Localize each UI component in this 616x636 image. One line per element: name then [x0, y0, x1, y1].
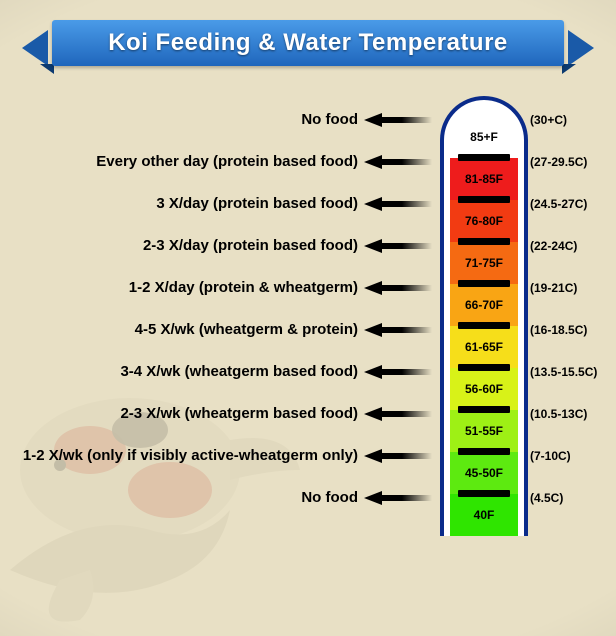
- celsius-label: (13.5-15.5C): [530, 365, 612, 379]
- band-temp-f: 61-65F: [465, 340, 503, 354]
- thermometer-band: 71-75F: [450, 242, 518, 284]
- arrow-left-icon: [364, 155, 432, 169]
- feeding-label: 2-3 X/wk (wheatgerm based food): [0, 406, 358, 423]
- band-temp-f: 85+F: [470, 130, 498, 144]
- celsius-label: (10.5-13C): [530, 407, 612, 421]
- feeding-label: 3 X/day (protein based food): [0, 196, 358, 213]
- celsius-label: (4.5C): [530, 491, 612, 505]
- thermometer-tube: 85+F 81-85F 76-80F 71-75F 66-70F 61-65F 56-60F…: [440, 96, 528, 536]
- arrow-left-icon: [364, 239, 432, 253]
- page-title: Koi Feeding & Water Temperature: [108, 29, 508, 56]
- thermometer-band: 51-55F: [450, 410, 518, 452]
- infographic-page: Koi Feeding & Water Temperature 85+F 81-8…: [0, 0, 616, 636]
- celsius-label: (24.5-27C): [530, 197, 612, 211]
- banner-body: Koi Feeding & Water Temperature: [52, 20, 564, 66]
- band-temp-f: 71-75F: [465, 256, 503, 270]
- thermometer-fill: 85+F 81-85F 76-80F 71-75F 66-70F 61-65F 56-60F…: [450, 116, 518, 536]
- band-temp-f: 76-80F: [465, 214, 503, 228]
- arrow-left-icon: [364, 365, 432, 379]
- feeding-label: 1-2 X/day (protein & wheatgerm): [0, 280, 358, 297]
- feeding-label: 2-3 X/day (protein based food): [0, 238, 358, 255]
- banner-tail-right-icon: [568, 30, 594, 66]
- band-temp-f: 51-55F: [465, 424, 503, 438]
- band-temp-f: 66-70F: [465, 298, 503, 312]
- feeding-label: No food: [0, 490, 358, 507]
- banner-tail-left-icon: [22, 30, 48, 66]
- thermometer-band: 45-50F: [450, 452, 518, 494]
- celsius-label: (7-10C): [530, 449, 612, 463]
- celsius-label: (19-21C): [530, 281, 612, 295]
- celsius-label: (27-29.5C): [530, 155, 612, 169]
- thermometer-band: 66-70F: [450, 284, 518, 326]
- feeding-label: No food: [0, 112, 358, 129]
- thermometer-bulb-fill: [434, 528, 534, 628]
- celsius-label: (22-24C): [530, 239, 612, 253]
- thermometer-band: 81-85F: [450, 158, 518, 200]
- band-temp-f: 56-60F: [465, 382, 503, 396]
- thermometer-band: 61-65F: [450, 326, 518, 368]
- thermometer: 85+F 81-85F 76-80F 71-75F 66-70F 61-65F 56-60F…: [440, 96, 528, 636]
- band-temp-f: 81-85F: [465, 172, 503, 186]
- feeding-label: Every other day (protein based food): [0, 154, 358, 171]
- arrow-left-icon: [364, 281, 432, 295]
- feeding-label: 4-5 X/wk (wheatgerm & protein): [0, 322, 358, 339]
- arrow-left-icon: [364, 407, 432, 421]
- title-banner: Koi Feeding & Water Temperature: [28, 14, 588, 76]
- arrow-left-icon: [364, 113, 432, 127]
- celsius-label: (16-18.5C): [530, 323, 612, 337]
- thermometer-band: 85+F: [450, 116, 518, 158]
- thermometer-band: 40F: [450, 494, 518, 536]
- banner-fold-left-icon: [40, 64, 54, 74]
- thermometer-band: 56-60F: [450, 368, 518, 410]
- celsius-label: (30+C): [530, 113, 612, 127]
- band-temp-f: 40F: [474, 508, 495, 522]
- feeding-label: 1-2 X/wk (only if visibly active-wheatge…: [0, 448, 358, 465]
- arrow-left-icon: [364, 323, 432, 337]
- banner-fold-right-icon: [562, 64, 576, 74]
- arrow-left-icon: [364, 449, 432, 463]
- arrow-left-icon: [364, 197, 432, 211]
- thermometer-band: 76-80F: [450, 200, 518, 242]
- arrow-left-icon: [364, 491, 432, 505]
- feeding-label: 3-4 X/wk (wheatgerm based food): [0, 364, 358, 381]
- band-temp-f: 45-50F: [465, 466, 503, 480]
